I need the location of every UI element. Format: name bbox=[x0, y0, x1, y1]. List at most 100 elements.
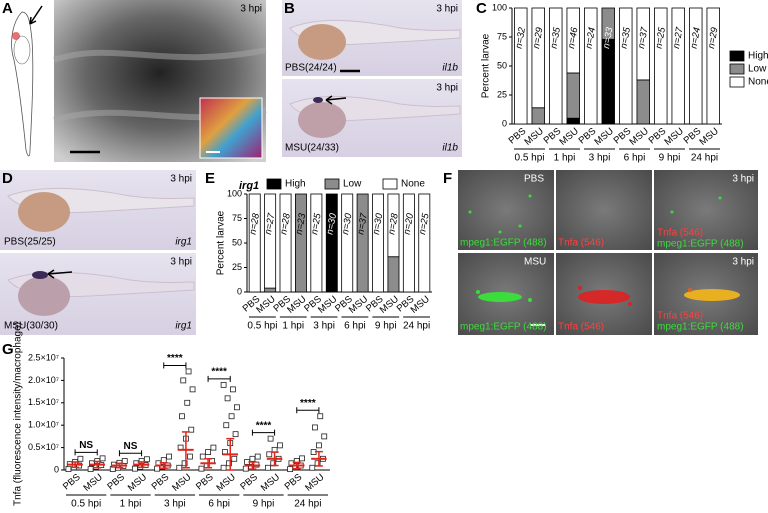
chart-title: irg1 bbox=[239, 180, 259, 192]
data-point bbox=[312, 424, 318, 431]
channel-label: Tnfa (546) bbox=[657, 228, 703, 239]
group-label: 0.5 hpi bbox=[514, 153, 544, 164]
significance-label: NS bbox=[124, 441, 138, 452]
data-point bbox=[223, 422, 230, 429]
n-label: n=35 bbox=[548, 26, 563, 50]
time-label: 3 hpi bbox=[170, 257, 192, 268]
channel-label: mpeg1:EGFP (488) bbox=[460, 238, 547, 249]
panel-letter: C bbox=[476, 0, 487, 17]
legend-label: None bbox=[401, 179, 425, 190]
data-point bbox=[287, 466, 294, 473]
data-point bbox=[228, 413, 235, 420]
channel-label: Tnfa (546) bbox=[657, 311, 703, 322]
bar-segment bbox=[248, 193, 261, 293]
arrow bbox=[47, 269, 73, 279]
group-label: 0.5 hpi bbox=[71, 499, 101, 510]
injection-site bbox=[12, 32, 20, 40]
data-point bbox=[266, 451, 273, 458]
legend-label: None bbox=[748, 77, 768, 88]
group-label: 9 hpi bbox=[659, 153, 681, 164]
y-axis-label: Tnfa (fluorescence intensity/macrophage) bbox=[13, 322, 24, 506]
data-point bbox=[265, 464, 271, 471]
yolk-outline bbox=[13, 35, 31, 65]
n-label: n=33 bbox=[601, 26, 616, 50]
significance-label: **** bbox=[256, 420, 272, 431]
data-point bbox=[277, 442, 283, 449]
y-tick-label: 1.5×10⁷ bbox=[28, 397, 59, 407]
group-label: 9 hpi bbox=[253, 499, 275, 510]
bar-segment bbox=[295, 193, 307, 293]
time-label: 3 hpi bbox=[240, 4, 262, 15]
condition-label: MSU(24/33) bbox=[285, 143, 339, 154]
n-label: n=24 bbox=[688, 27, 703, 50]
time-label: 3 hpi bbox=[170, 174, 192, 185]
fluorescence-image bbox=[458, 170, 554, 250]
condition-label: MSU(30/30) bbox=[4, 321, 58, 332]
stain bbox=[313, 97, 323, 103]
bar-segment bbox=[387, 193, 400, 258]
data-point bbox=[316, 442, 322, 449]
y-tick-label: 0 bbox=[54, 464, 59, 474]
n-label: n=28 bbox=[386, 212, 401, 236]
bar-segment bbox=[566, 7, 580, 74]
channel-label: mpeg1:EGFP (488) bbox=[657, 322, 744, 333]
bar-segment bbox=[566, 72, 580, 119]
bar-segment bbox=[356, 193, 369, 293]
n-label: n=46 bbox=[566, 26, 581, 50]
data-point bbox=[233, 404, 240, 411]
bar-segment bbox=[514, 7, 528, 125]
group-label: 0.5 hpi bbox=[247, 321, 277, 332]
y-axis-label: Percent larvae bbox=[481, 33, 492, 98]
legend-swatch bbox=[729, 50, 745, 62]
arrow bbox=[29, 5, 43, 25]
bar-segment bbox=[279, 193, 292, 293]
bar-segment bbox=[636, 79, 650, 125]
legend-swatch bbox=[729, 63, 745, 75]
y-tick-label: 0.5×10⁷ bbox=[28, 442, 59, 452]
x-tick-label: PBS bbox=[283, 472, 305, 493]
data-point bbox=[254, 453, 261, 460]
panel-letter: E bbox=[205, 170, 215, 187]
merge-cells bbox=[670, 196, 740, 301]
y-tick-label: 100 bbox=[227, 188, 242, 198]
bar-segment bbox=[387, 256, 400, 293]
group-label: 9 hpi bbox=[375, 321, 397, 332]
n-label: n=28 bbox=[247, 212, 262, 236]
data-point bbox=[180, 377, 187, 384]
panel-a: 3 hpi bbox=[11, 0, 267, 162]
panel-letter: B bbox=[284, 0, 295, 17]
panel-letter: G bbox=[2, 341, 14, 358]
data-point bbox=[87, 466, 94, 473]
channel-label: Tnfa (546) bbox=[558, 322, 604, 333]
bar-segment bbox=[636, 7, 650, 81]
legend-label: Low bbox=[343, 179, 362, 190]
time-label: 3 hpi bbox=[436, 4, 458, 15]
data-point bbox=[299, 455, 305, 462]
bar-segment bbox=[584, 7, 598, 125]
data-point bbox=[226, 460, 232, 467]
data-point bbox=[184, 399, 191, 406]
yolk bbox=[18, 276, 70, 316]
data-point bbox=[249, 455, 256, 462]
x-tick-label: PBS bbox=[105, 472, 127, 493]
y-tick-label: 100 bbox=[492, 2, 507, 12]
group-label: 3 hpi bbox=[164, 499, 186, 510]
panel-letter: D bbox=[2, 170, 13, 187]
panel-letter: A bbox=[2, 0, 13, 17]
gene-label: irg1 bbox=[175, 321, 192, 332]
data-point bbox=[205, 449, 211, 455]
channel-label: Tnfa (546) bbox=[558, 238, 604, 249]
group-label: 3 hpi bbox=[313, 321, 335, 332]
n-label: n=25 bbox=[653, 26, 668, 50]
group-label: 6 hpi bbox=[624, 153, 646, 164]
data-point bbox=[144, 456, 150, 463]
data-point bbox=[242, 465, 249, 472]
data-point bbox=[220, 464, 227, 471]
time-label: 3 hpi bbox=[436, 83, 458, 94]
group-label: 24 hpi bbox=[294, 499, 321, 510]
bar-segment bbox=[531, 107, 545, 125]
x-tick-label: PBS bbox=[61, 472, 83, 493]
bar-segment bbox=[601, 38, 615, 125]
bar-segment bbox=[325, 193, 338, 293]
y-tick-label: 0 bbox=[502, 118, 507, 128]
